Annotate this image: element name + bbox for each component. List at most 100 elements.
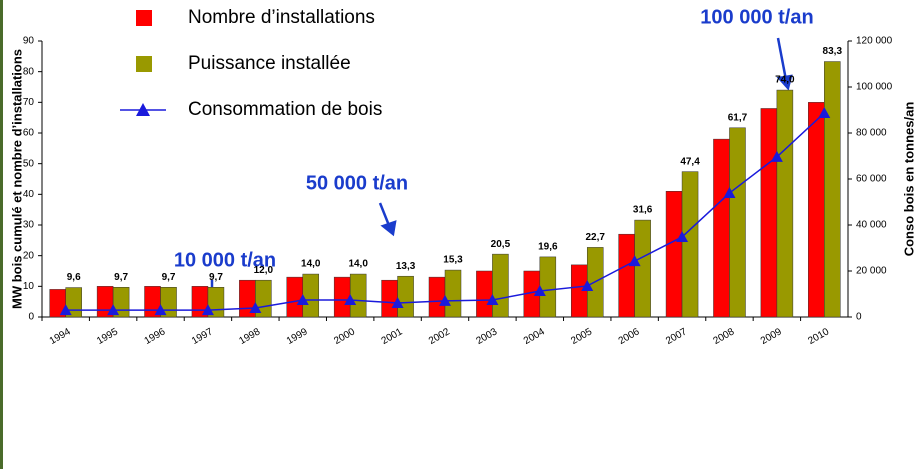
bar (381, 279, 398, 318)
bar (681, 171, 699, 318)
bar (444, 269, 462, 318)
x-tick-label: 1999 (285, 326, 310, 347)
y2-tick-label: 40 000 (856, 220, 887, 231)
value-label: 74,0 (775, 75, 795, 86)
value-label: 20,5 (491, 239, 511, 250)
legend-label: Nombre d’installations (188, 7, 375, 28)
value-label: 9,6 (67, 272, 81, 283)
bar (428, 276, 446, 318)
y-tick-label: 40 (23, 189, 35, 200)
bar (618, 233, 635, 318)
value-label: 12,0 (254, 265, 274, 276)
bar (713, 138, 730, 318)
bar (333, 276, 351, 318)
value-label: 31,6 (633, 205, 653, 216)
marker (344, 293, 357, 305)
value-label: 83,3 (823, 46, 843, 57)
y-tick-label: 20 (23, 250, 35, 261)
marker (249, 302, 262, 314)
marker (296, 293, 309, 305)
x-tick-label: 1998 (237, 326, 262, 347)
value-label: 19,6 (538, 242, 558, 253)
y-tick-label: 70 (23, 97, 35, 108)
x-tick-label: 2002 (427, 326, 452, 347)
value-label: 9,7 (162, 272, 176, 283)
x-tick-label: 2006 (617, 326, 642, 347)
bar (539, 256, 557, 318)
value-label: 15,3 (443, 255, 463, 266)
bar (634, 219, 651, 318)
value-label: 14,0 (301, 259, 321, 270)
bar (729, 127, 746, 318)
y2-tick-label: 20 000 (856, 266, 887, 277)
marker (59, 304, 72, 316)
bar (776, 89, 794, 318)
y2-tick-label: 60 000 (856, 174, 887, 185)
y-axis-label: MW bois cumulé et nombre d’installations (9, 49, 24, 309)
bar (824, 61, 841, 318)
bar (665, 191, 683, 318)
x-tick-label: 1996 (143, 326, 168, 347)
x-tick-label: 2008 (712, 326, 737, 347)
y2-tick-label: 80 000 (856, 128, 887, 139)
marker (486, 293, 499, 305)
y-tick-label: 80 (23, 66, 35, 77)
value-label: 22,7 (586, 232, 606, 243)
edge-strip (0, 0, 3, 469)
marker (154, 304, 167, 316)
bar (476, 270, 493, 318)
marker (439, 294, 451, 306)
marker (676, 230, 689, 242)
bar (349, 273, 367, 318)
y-tick-label: 10 (23, 281, 35, 292)
x-tick-label: 2004 (522, 326, 547, 347)
legend-swatch (136, 56, 152, 72)
legend-marker (136, 103, 150, 116)
bar (302, 273, 320, 318)
y2-tick-label: 120 000 (856, 36, 893, 47)
y2-tick-label: 100 000 (856, 82, 893, 93)
marker (201, 304, 214, 316)
y2-axis-label: Conso bois en tonnes/an (901, 102, 916, 257)
x-tick-label: 1994 (48, 326, 73, 347)
bar (397, 275, 414, 318)
bar (286, 276, 304, 318)
x-tick-label: 2005 (569, 326, 594, 347)
y-tick-label: 0 (28, 312, 34, 323)
x-tick-label: 2007 (664, 326, 689, 347)
y-tick-label: 50 (23, 158, 35, 169)
x-tick-label: 2010 (806, 326, 831, 347)
value-label: 47,4 (680, 156, 700, 167)
marker (581, 279, 594, 291)
annotation: 50 000 t/an (306, 172, 408, 194)
value-label: 14,0 (348, 259, 368, 270)
legend-label: Consommation de bois (188, 99, 382, 120)
legend-label: Puissance installée (188, 53, 351, 74)
x-tick-label: 1997 (190, 326, 215, 347)
marker (628, 255, 641, 267)
value-label: 61,7 (728, 112, 748, 123)
y2-tick-label: 0 (856, 312, 862, 323)
y-tick-label: 60 (23, 128, 35, 139)
marker (770, 150, 783, 162)
legend-swatch (136, 10, 152, 26)
bar (808, 102, 825, 318)
y-tick-label: 30 (23, 220, 35, 231)
marker (818, 106, 831, 118)
x-tick-label: 1995 (95, 326, 120, 347)
bar (760, 108, 778, 318)
marker (391, 296, 404, 308)
value-label: 13,3 (396, 261, 416, 272)
marker (723, 187, 736, 199)
x-tick-label: 2000 (332, 326, 357, 347)
marker (533, 285, 546, 297)
y-tick-label: 90 (23, 36, 35, 47)
annotation: 100 000 t/an (700, 6, 813, 28)
x-tick-label: 2003 (474, 326, 499, 347)
value-label: 9,7 (209, 272, 223, 283)
x-tick-label: 2009 (759, 326, 784, 347)
marker (107, 304, 120, 316)
annotation: 10 000 t/an (174, 249, 276, 271)
value-label: 9,7 (114, 272, 128, 283)
